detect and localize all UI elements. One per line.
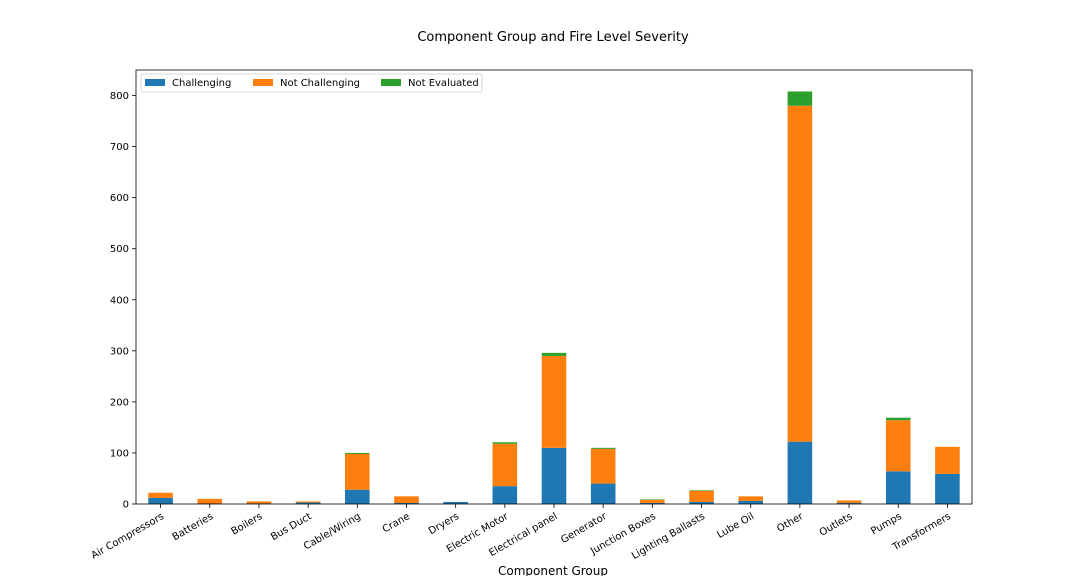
x-tick-label: Boilers <box>229 511 264 538</box>
bar-segment <box>787 91 813 106</box>
y-axis: 0 100 200 300 400 500 600 700 800 <box>110 91 136 511</box>
y-tick-label: 300 <box>110 346 129 357</box>
bar-segment <box>148 497 173 504</box>
legend-label: Not Evaluated <box>408 78 479 89</box>
bar-segment <box>541 355 567 448</box>
bar-segment <box>492 486 518 504</box>
bar-segment <box>541 447 567 504</box>
bar-segment <box>295 502 321 504</box>
bar-segment <box>787 441 813 504</box>
legend-swatch <box>253 79 273 86</box>
y-tick-label: 0 <box>123 500 129 511</box>
bar-segment <box>885 471 911 504</box>
x-tick-label: Lube Oil <box>715 511 756 541</box>
legend-swatch <box>145 79 165 86</box>
bar-segment <box>885 417 911 421</box>
bar-segment <box>738 500 763 504</box>
legend-label: Challenging <box>172 78 231 89</box>
x-axis: Air Compressors Batteries Boilers Bus Duct C… <box>90 504 953 562</box>
legend-swatch <box>381 79 401 86</box>
x-tick-label: Other <box>775 511 806 535</box>
bar-segment <box>689 490 714 491</box>
legend-label: Not Challenging <box>280 78 360 89</box>
x-axis-label: Component Group <box>498 564 608 576</box>
bar-segment <box>492 442 518 444</box>
x-tick-label: Outlets <box>818 511 855 539</box>
bar-segment <box>935 473 960 504</box>
y-tick-label: 700 <box>110 142 129 153</box>
legend-box <box>140 73 483 93</box>
y-tick-label: 500 <box>110 244 129 255</box>
bar-segment <box>836 502 862 504</box>
bar-segment <box>148 492 173 498</box>
bar-segment <box>590 447 616 449</box>
x-tick-label: Pumps <box>869 511 904 537</box>
bar-segment <box>640 499 665 500</box>
bar-segment <box>935 446 960 474</box>
bar-segment <box>836 500 862 503</box>
bar-segment <box>345 452 370 454</box>
bar-segment <box>345 453 370 490</box>
x-tick-label: Dryers <box>427 511 461 537</box>
bar-segment <box>394 496 419 503</box>
chart-title: Component Group and Fire Level Severity <box>417 30 689 45</box>
bar-segment <box>295 501 321 503</box>
bar-segment <box>738 496 763 501</box>
bar-segment <box>541 352 567 356</box>
y-tick-label: 600 <box>110 193 129 204</box>
bar-segment <box>590 483 616 504</box>
y-tick-label: 800 <box>110 91 129 102</box>
x-tick-label: Crane <box>381 511 412 535</box>
bar-segment <box>787 105 813 442</box>
bar-segment <box>246 501 272 504</box>
bar-segment <box>197 498 223 504</box>
y-tick-label: 200 <box>110 397 129 408</box>
bar-segment <box>689 501 714 504</box>
bar-segment <box>590 448 616 484</box>
x-tick-label: Air Compressors <box>90 511 167 562</box>
bar-segment <box>640 499 665 503</box>
bar-segment <box>640 502 665 504</box>
bars-layer <box>148 91 960 504</box>
bar-segment <box>394 502 419 504</box>
bar-segment <box>443 501 468 504</box>
bar-segment <box>885 420 911 472</box>
x-tick-label: Bus Duct <box>269 511 314 543</box>
x-tick-label: Batteries <box>171 511 216 543</box>
bar-segment <box>689 490 714 502</box>
y-tick-label: 400 <box>110 295 129 306</box>
y-tick-label: 100 <box>110 448 129 459</box>
bar-segment <box>492 443 518 487</box>
bar-segment <box>345 489 370 504</box>
legend: Challenging Not Challenging Not Evaluated <box>140 73 483 93</box>
